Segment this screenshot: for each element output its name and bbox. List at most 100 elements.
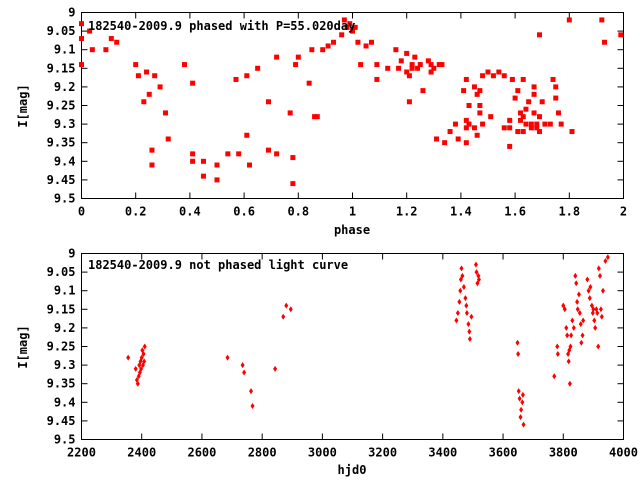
data-point [352,24,358,30]
data-point [157,84,163,90]
data-point [420,88,426,94]
data-point [236,151,242,157]
x-tick-label: 1.6 [504,205,526,219]
x-tick-label: 0.8 [287,205,309,219]
data-point [463,76,469,82]
data-point [555,110,561,116]
y-tick-label: 9.05 [47,265,76,279]
phased-light-curve-panel: 0 0.2 0.4 0.6 0.8 1 1.2 1.4 1.6 1.8 2 9 9.05 9.1 9.15… [16,6,627,238]
data-point [314,114,320,120]
data-point [309,47,315,53]
data-point [471,84,477,90]
data-point [531,91,537,97]
x-axis-label: hjd0 [338,463,367,477]
data-point [515,339,520,346]
data-point [463,117,469,123]
data-point [288,306,293,313]
data-point [126,354,131,361]
data-point [480,121,486,127]
data-point [485,69,491,75]
data-point [249,388,254,395]
data-point [190,151,196,157]
data-point [247,162,253,168]
data-point [89,47,95,53]
data-point [501,125,507,131]
data-point [569,332,574,339]
data-point [114,39,120,45]
data-point [347,21,353,27]
x-tick-label: 1.2 [396,205,418,219]
data-point [255,65,261,71]
data-point [431,65,437,71]
data-point [152,73,158,79]
data-point [526,99,532,105]
data-point [547,121,553,127]
data-point [569,129,575,135]
data-point [306,80,312,86]
y-ticks: 9 9.05 9.1 9.15 9.2 9.25 9.3 9.35 9.4 9.45 9.5 [47,247,624,447]
data-point [518,110,524,116]
data-point [190,80,196,86]
data-point [585,276,590,283]
data-point [536,32,542,38]
y-tick-label: 9.45 [47,414,76,428]
data-point [406,73,412,79]
data-points [79,17,624,187]
data-point [596,343,601,350]
y-tick-label: 9.3 [54,358,76,372]
data-point [531,110,537,116]
y-tick-label: 9.1 [54,43,76,57]
data-point [460,272,465,279]
y-tick-label: 9.2 [54,321,76,335]
data-point [520,399,525,406]
data-point [477,103,483,108]
data-point [181,62,187,68]
data-point [531,84,537,90]
plot-frame [81,12,624,199]
data-point [274,54,280,60]
data-point [595,310,600,317]
data-point [598,306,603,313]
y-tick-label: 9.35 [47,377,76,391]
data-point [464,310,469,317]
data-point [555,350,560,357]
x-tick-label: 1 [349,205,356,219]
data-point [586,287,591,294]
data-point [139,365,144,372]
data-point [474,132,480,138]
data-point [457,298,462,305]
data-point [566,17,572,23]
x-tick-label: 2400 [127,446,156,460]
data-point [404,69,410,75]
data-point [454,317,459,324]
data-point [452,121,458,127]
x-axis-label: phase [334,223,370,237]
x-tick-label: 3600 [489,446,518,460]
data-point [575,298,580,305]
data-point [466,103,472,108]
data-point [87,28,93,34]
data-point [516,350,521,357]
data-point [520,114,526,120]
data-point [393,47,399,53]
chart-title: 182540-2009.9 phased with P=55.020day [88,19,355,33]
data-point [284,302,289,309]
x-tick-label: 2600 [187,446,216,460]
data-point [406,99,412,105]
data-point [596,265,601,272]
x-tick-label: 2 [620,205,627,219]
data-point [550,76,556,82]
data-points [126,254,610,428]
data-point [214,177,220,183]
data-point [536,114,542,120]
data-point [517,395,522,402]
plot-frame [81,253,624,440]
data-point [273,365,278,372]
data-point [564,324,569,331]
data-point [534,125,540,131]
data-point [142,343,147,350]
data-point [374,62,380,68]
data-point [374,76,380,82]
data-point [467,336,472,343]
data-point [139,354,144,361]
